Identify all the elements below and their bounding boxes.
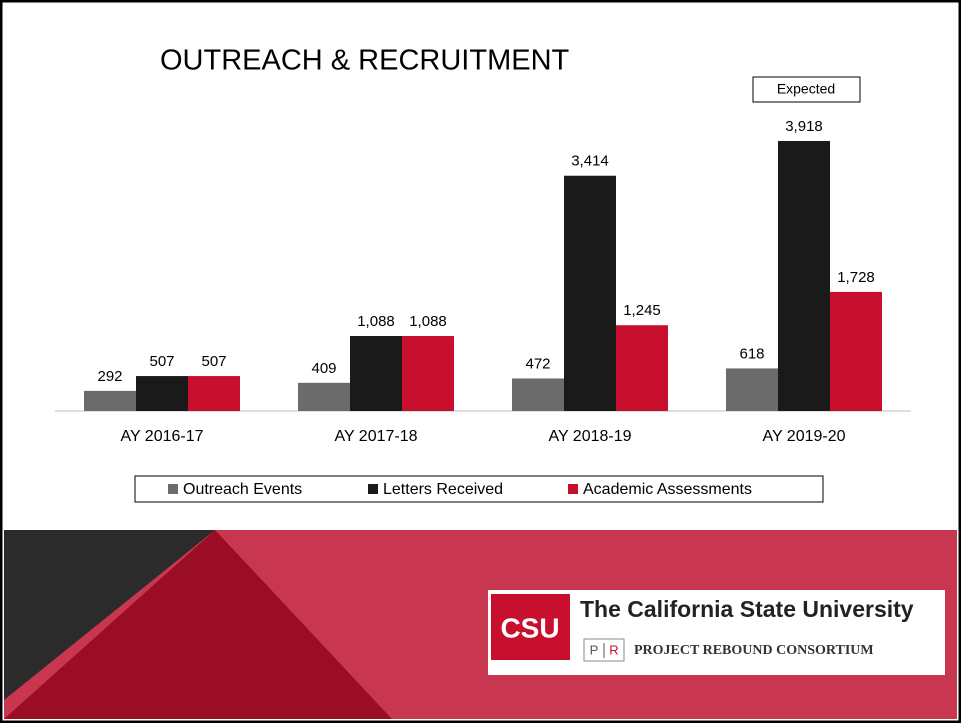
legend-box (134, 475, 824, 503)
legend-swatch (168, 484, 178, 494)
data-label: 1,088 (357, 313, 395, 330)
data-label: 507 (201, 353, 226, 370)
data-label: 3,918 (785, 118, 823, 135)
bar (84, 390, 136, 411)
legend-label: Academic Assessments (583, 481, 752, 498)
footer-dark-triangle (4, 530, 215, 700)
data-label: 1,245 (623, 302, 661, 319)
chart-title: OUTREACH & RECRUITMENT (160, 45, 570, 77)
logo: CSU The California State University P R … (488, 590, 945, 675)
x-tick-label: AY 2018-19 (548, 428, 631, 445)
x-tick-label: AY 2016-17 (120, 428, 203, 445)
data-label: 472 (525, 355, 550, 372)
bar (778, 141, 830, 411)
bar (830, 291, 882, 411)
data-label: 292 (97, 368, 122, 385)
annotation: Expected (777, 81, 835, 97)
logo-mark-box (491, 594, 570, 660)
footer-red-triangle (4, 530, 392, 719)
bar (350, 336, 402, 411)
logo-name: The California State University (580, 596, 914, 622)
x-tick-label: AY 2019-20 (762, 428, 845, 445)
data-label: 409 (311, 360, 336, 377)
legend-swatch (568, 484, 578, 494)
data-label: 507 (149, 353, 174, 370)
legend-swatch (368, 484, 378, 494)
annotation-box (752, 76, 861, 103)
logo-consortium: PROJECT REBOUND CONSORTIUM (634, 643, 874, 658)
bar (298, 382, 350, 411)
data-label: 1,728 (837, 269, 875, 286)
bar (402, 336, 454, 411)
bar (188, 376, 240, 411)
bar (564, 175, 616, 411)
bar (726, 368, 778, 411)
data-label: 1,088 (409, 313, 447, 330)
logo-mark: CSU (500, 612, 559, 643)
data-label: 618 (739, 345, 764, 362)
legend-label: Letters Received (383, 481, 503, 498)
legend-label: Outreach Events (183, 481, 302, 498)
badge-right: R (609, 642, 618, 657)
bar (512, 378, 564, 411)
badge-left: P (590, 642, 599, 657)
bar (136, 376, 188, 411)
bar (616, 325, 668, 411)
x-tick-label: AY 2017-18 (334, 428, 417, 445)
data-label: 3,414 (571, 153, 609, 170)
